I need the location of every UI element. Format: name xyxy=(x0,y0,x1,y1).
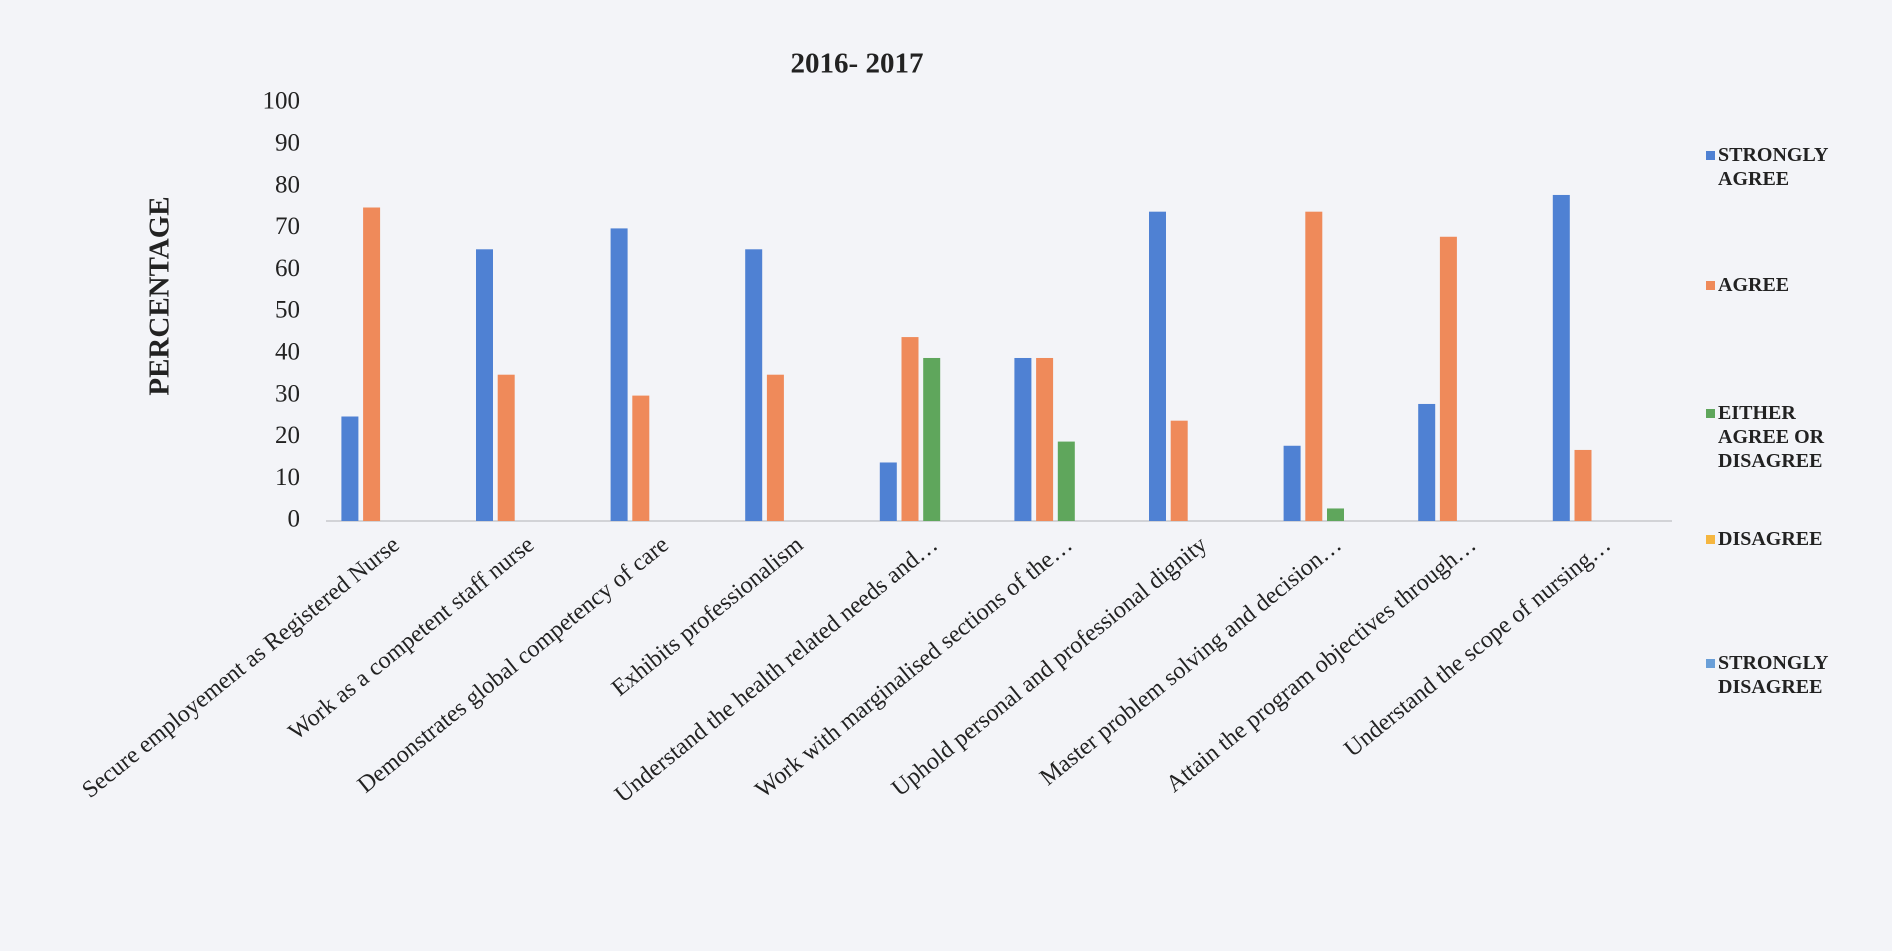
legend-label: EITHER AGREE OR DISAGREE xyxy=(1718,402,1825,472)
legend-swatch xyxy=(1706,281,1715,290)
legend-item: AGREE xyxy=(1706,273,1886,297)
chart-title: 2016- 2017 xyxy=(791,48,924,80)
y-tick-label: 90 xyxy=(275,130,300,157)
legend-swatch xyxy=(1706,659,1715,668)
legend-item: STRONGLY DISAGREE xyxy=(1706,651,1886,699)
legend-label: AGREE xyxy=(1718,274,1790,296)
x-tick-label: Understand the scope of nursing… xyxy=(1340,532,1616,763)
bar xyxy=(341,416,359,521)
y-tick-label: 70 xyxy=(275,213,300,240)
bar xyxy=(879,462,897,521)
legend-item: EITHER AGREE OR DISAGREE xyxy=(1706,401,1886,473)
y-tick-label: 80 xyxy=(275,171,300,198)
bar xyxy=(901,337,919,521)
bar xyxy=(766,374,784,521)
legend-swatch xyxy=(1706,409,1715,418)
y-tick-label: 30 xyxy=(275,380,300,407)
y-tick-label: 0 xyxy=(288,506,301,533)
bar xyxy=(1418,403,1436,521)
bar xyxy=(1574,449,1592,521)
bar xyxy=(745,249,763,522)
legend-label: DISAGREE xyxy=(1718,528,1823,550)
bar xyxy=(497,374,515,521)
bar xyxy=(476,249,493,522)
legend-item: STRONGLY AGREE xyxy=(1706,143,1886,191)
bar xyxy=(1327,508,1344,521)
y-tick-label: 40 xyxy=(275,339,300,366)
legend-item: DISAGREE xyxy=(1706,527,1886,551)
y-tick-label: 20 xyxy=(275,422,300,449)
legend-label: STRONGLY AGREE xyxy=(1718,144,1828,190)
y-tick-label: 50 xyxy=(275,297,300,324)
y-tick-label: 100 xyxy=(263,88,301,115)
x-tick-label: Master problem solving and decision… xyxy=(1035,532,1347,791)
bar xyxy=(1149,211,1166,521)
bar xyxy=(1014,357,1032,521)
legend-swatch xyxy=(1706,535,1715,544)
bar xyxy=(632,395,650,521)
bar xyxy=(1036,357,1054,521)
legend-label: STRONGLY DISAGREE xyxy=(1718,652,1828,698)
x-tick-label: Work as a competent staff nurse xyxy=(284,532,539,746)
y-tick-label: 60 xyxy=(275,255,300,282)
bar xyxy=(610,228,628,521)
bar xyxy=(1552,194,1570,521)
bar xyxy=(1439,236,1457,521)
y-tick-label: 10 xyxy=(275,464,300,491)
bar xyxy=(363,207,381,521)
y-axis-label: PERCENTAGE xyxy=(144,196,176,395)
legend-swatch xyxy=(1706,151,1715,160)
bar xyxy=(1057,441,1075,521)
bar xyxy=(1170,420,1188,521)
bar xyxy=(1283,445,1301,521)
bar xyxy=(1305,211,1323,521)
bar xyxy=(923,357,941,521)
